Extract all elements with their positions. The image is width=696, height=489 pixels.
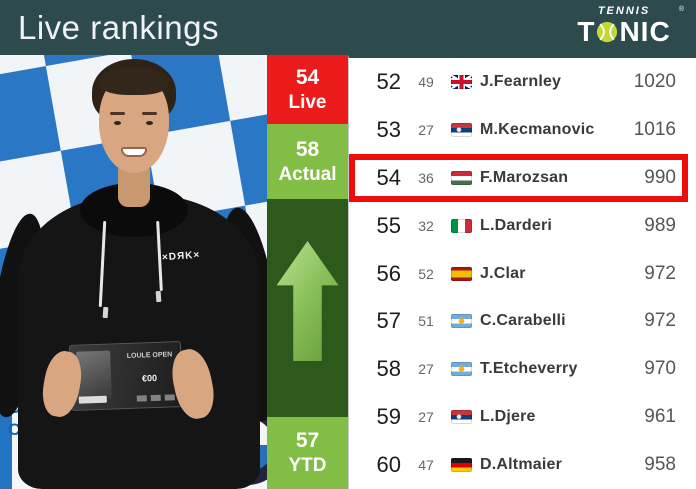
- rank-cell: 55: [376, 212, 401, 238]
- table-row[interactable]: 53 27 M.Kecmanovic 1016: [349, 106, 696, 154]
- plaque-subtext: €00: [141, 372, 158, 384]
- rank-cell: 54: [376, 164, 401, 190]
- points-cell: 970: [644, 358, 676, 380]
- table-row[interactable]: 57 51 C.Carabelli 972: [349, 297, 696, 345]
- table-row[interactable]: 60 47 D.Altmaier 958: [349, 441, 696, 489]
- rank-cell: 58: [376, 356, 401, 382]
- tennis-ball-icon: [597, 21, 618, 43]
- points-cell: 989: [644, 214, 676, 236]
- player-name-cell: F.Marozsan: [480, 168, 569, 186]
- brand-logo-tennis: TENNIS: [597, 5, 651, 17]
- eye: [114, 121, 121, 125]
- header: Live rankings TENNIS ® T NIC: [0, 0, 696, 55]
- plaque-title: LOULE OPEN: [126, 351, 173, 360]
- change-cell: 32: [418, 217, 434, 234]
- summary-column: 54 Live 58 Actual 57 YTD: [267, 55, 348, 489]
- ytd-rank-label: YTD: [288, 455, 327, 476]
- person-figure: ×DЯK× LOULE OPEN €00: [0, 55, 267, 489]
- points-cell: 1020: [633, 70, 676, 92]
- player-name-cell: C.Carabelli: [480, 312, 566, 330]
- points-cell: 972: [644, 310, 676, 332]
- player-name-cell: L.Djere: [480, 408, 536, 426]
- drawstring-tip: [102, 306, 109, 319]
- page-title: Live rankings: [18, 8, 219, 46]
- ytd-rank-box: 57 YTD: [267, 417, 348, 489]
- ytd-rank-value: 57: [295, 429, 320, 452]
- eyebrow: [142, 112, 157, 115]
- player-name-cell: T.Etcheverry: [480, 360, 578, 378]
- rank-cell: 56: [376, 260, 401, 286]
- player-name-cell: D.Altmaier: [480, 456, 563, 474]
- rankings-table: 52 49 J.Fearnley 1020 53 27 M.Kecmanovic…: [348, 55, 696, 489]
- change-cell: 51: [418, 313, 434, 330]
- table-row[interactable]: 59 27 L.Djere 961: [349, 393, 696, 441]
- plaque-sponsor-logos: [136, 394, 175, 402]
- actual-rank-label: Actual: [278, 163, 337, 185]
- change-cell: 49: [418, 73, 434, 90]
- trend-panel: [267, 199, 348, 417]
- plaque-image: [76, 350, 112, 400]
- flag-icon-argentina: [451, 314, 472, 329]
- brand-logo-tonic: T NIC: [566, 17, 682, 47]
- table-row[interactable]: 52 49 J.Fearnley 1020: [349, 58, 696, 106]
- flag-icon-serbia: [451, 410, 472, 425]
- rank-cell: 53: [376, 116, 401, 142]
- table-row[interactable]: 54 36 F.Marozsan 990: [349, 153, 696, 202]
- rank-cell: 57: [376, 308, 401, 334]
- points-cell: 990: [644, 166, 676, 188]
- player-name-cell: J.Fearnley: [480, 72, 562, 90]
- flag-icon-hungary: [451, 170, 472, 185]
- rank-cell: 52: [376, 68, 401, 94]
- table-row[interactable]: 56 52 J.Clar 972: [349, 250, 696, 298]
- flag-icon-united-kingdom: [451, 74, 472, 89]
- points-cell: 1016: [633, 118, 676, 140]
- points-cell: 958: [644, 454, 676, 476]
- brand-logo-nic: NIC: [619, 16, 671, 47]
- brand-logo[interactable]: TENNIS ® T NIC: [566, 5, 684, 47]
- drawstring-tip: [155, 290, 162, 303]
- player-name-cell: M.Kecmanovic: [480, 120, 595, 138]
- change-cell: 47: [418, 457, 434, 474]
- live-rank-box: 54 Live: [267, 55, 348, 124]
- change-cell: 27: [418, 409, 434, 426]
- rank-cell: 59: [376, 404, 401, 430]
- flag-icon-argentina: [451, 362, 472, 377]
- main-area: Ca Co B M W: [0, 55, 696, 489]
- actual-rank-box: 58 Actual: [267, 124, 348, 199]
- table-row[interactable]: 58 27 T.Etcheverry 970: [349, 345, 696, 393]
- registered-mark: ®: [678, 6, 684, 13]
- player-photo: Ca Co B M W: [0, 55, 267, 489]
- points-cell: 972: [644, 262, 676, 284]
- eye: [146, 121, 153, 125]
- hair-fringe: [99, 67, 169, 95]
- change-cell: 27: [418, 361, 434, 378]
- live-rank-value: 54: [295, 65, 320, 89]
- flag-icon-serbia: [451, 122, 472, 137]
- flag-icon-italy: [451, 218, 472, 233]
- change-cell: 36: [418, 169, 434, 186]
- eyebrow: [110, 112, 125, 115]
- player-name-cell: L.Darderi: [480, 216, 553, 234]
- player-name-cell: J.Clar: [480, 264, 526, 282]
- actual-rank-value: 58: [295, 137, 320, 161]
- smile: [121, 147, 147, 157]
- live-rank-label: Live: [288, 91, 327, 113]
- points-cell: 961: [644, 406, 676, 428]
- change-cell: 27: [418, 121, 434, 138]
- rank-cell: 60: [376, 452, 401, 478]
- award-plaque: LOULE OPEN €00: [68, 341, 184, 411]
- table-row[interactable]: 55 32 L.Darderi 989: [349, 202, 696, 250]
- change-cell: 52: [418, 265, 434, 282]
- up-arrow-icon: [276, 241, 339, 361]
- plaque-tag: [78, 395, 107, 404]
- flag-icon-spain: [451, 266, 472, 281]
- brand-logo-t: T: [577, 16, 596, 47]
- flag-icon-germany: [451, 458, 472, 473]
